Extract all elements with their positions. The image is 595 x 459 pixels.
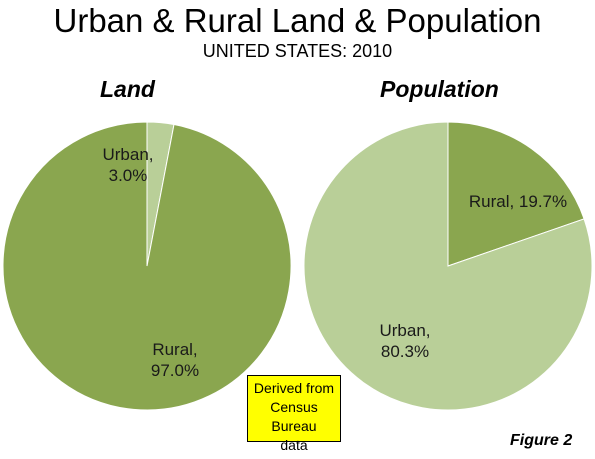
source-note: Derived from Census Bureau data (247, 375, 341, 453)
pie-label-1-urban: Urban, 80.3% (379, 321, 430, 361)
source-note-line: data (280, 437, 308, 453)
pie-label-1-rural: Rural, 19.7% (469, 192, 567, 211)
chart-subtitle: UNITED STATES: 2010 (202, 41, 393, 61)
pie-slice-1-rural (447, 121, 585, 267)
pie-slice-0-rural (2, 121, 292, 411)
chart-title: Urban & Rural Land & Population (53, 2, 542, 39)
figure-label: Figure 2 (510, 432, 573, 449)
land-pie-title: Land (100, 76, 155, 102)
pie-label-0-rural: Rural, 97.0% (151, 340, 199, 380)
source-note-line: Derived from (253, 380, 335, 396)
source-note-line: Census Bureau (270, 399, 318, 434)
population-pie-title: Population (380, 76, 499, 102)
pie-label-0-urban: Urban, 3.0% (102, 145, 153, 185)
pie-slice-1-urban (303, 121, 593, 411)
